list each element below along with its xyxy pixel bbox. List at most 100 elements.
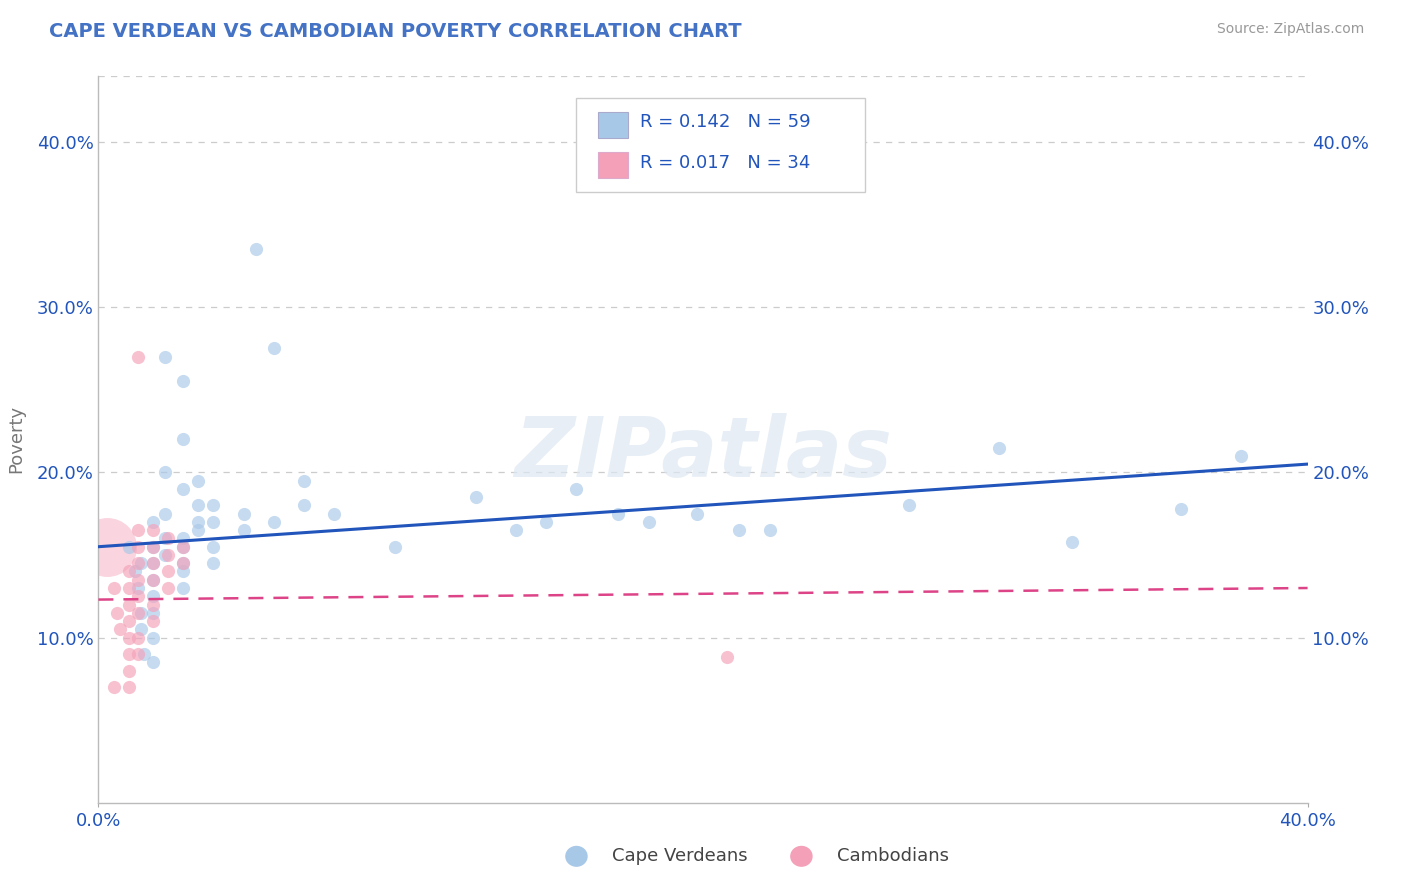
Point	[142, 556, 165, 570]
Point	[897, 499, 920, 513]
Point	[124, 565, 146, 579]
Point	[172, 540, 194, 554]
Point	[156, 581, 179, 595]
Point	[172, 482, 194, 496]
Point	[988, 441, 1011, 455]
Point	[142, 606, 165, 620]
Point	[384, 540, 406, 554]
Text: ZIPatlas: ZIPatlas	[515, 413, 891, 494]
Point	[127, 556, 149, 570]
Point	[187, 515, 209, 529]
Point	[202, 540, 225, 554]
Point	[129, 556, 152, 570]
Point	[232, 523, 254, 537]
Point	[728, 523, 751, 537]
Point	[142, 598, 165, 612]
Point	[187, 523, 209, 537]
Point	[118, 565, 141, 579]
Point	[118, 631, 141, 645]
Point	[153, 548, 176, 562]
Point	[142, 656, 165, 670]
Point	[118, 664, 141, 678]
Point	[172, 581, 194, 595]
Point	[202, 499, 225, 513]
Point	[127, 631, 149, 645]
Point	[127, 606, 149, 620]
Point	[127, 581, 149, 595]
Point	[142, 540, 165, 554]
Point	[118, 647, 141, 661]
Point	[118, 680, 141, 694]
Point	[172, 432, 194, 446]
Point	[232, 507, 254, 521]
Point	[172, 532, 194, 546]
Point	[245, 242, 267, 256]
Point	[127, 589, 149, 603]
Point	[263, 342, 285, 356]
Point	[129, 606, 152, 620]
Point	[118, 581, 141, 595]
Point	[534, 515, 557, 529]
Point	[172, 556, 194, 570]
Point	[565, 482, 588, 496]
Point	[142, 573, 165, 587]
Point	[172, 565, 194, 579]
Point	[1170, 501, 1192, 516]
Point	[118, 540, 141, 554]
Point	[103, 680, 125, 694]
Point	[156, 548, 179, 562]
Point	[607, 507, 630, 521]
Point	[103, 581, 125, 595]
Point	[127, 573, 149, 587]
Text: R = 0.017   N = 34: R = 0.017 N = 34	[640, 154, 810, 172]
Point	[142, 631, 165, 645]
Point	[142, 614, 165, 628]
Text: Source: ZipAtlas.com: Source: ZipAtlas.com	[1216, 22, 1364, 37]
Point	[202, 515, 225, 529]
Point	[142, 556, 165, 570]
Point	[1230, 449, 1253, 463]
Point	[142, 589, 165, 603]
Point	[127, 647, 149, 661]
Point	[153, 350, 176, 364]
Point	[105, 606, 128, 620]
Point	[142, 540, 165, 554]
Text: CAPE VERDEAN VS CAMBODIAN POVERTY CORRELATION CHART: CAPE VERDEAN VS CAMBODIAN POVERTY CORREL…	[49, 22, 742, 41]
Point	[292, 499, 315, 513]
Point	[96, 540, 118, 554]
Text: Cambodians: Cambodians	[837, 847, 949, 865]
Point	[263, 515, 285, 529]
Point	[716, 650, 738, 665]
Point	[118, 614, 141, 628]
Point	[758, 523, 780, 537]
Point	[127, 523, 149, 537]
Point	[187, 499, 209, 513]
Point	[505, 523, 527, 537]
Point	[172, 540, 194, 554]
Point	[118, 598, 141, 612]
Y-axis label: Poverty: Poverty	[7, 405, 25, 474]
Point	[142, 573, 165, 587]
Point	[129, 623, 152, 637]
Point	[132, 647, 155, 661]
Point	[323, 507, 346, 521]
Point	[172, 375, 194, 389]
Point	[1060, 534, 1083, 549]
Point	[202, 556, 225, 570]
Point	[187, 474, 209, 488]
Point	[127, 350, 149, 364]
Point	[156, 532, 179, 546]
Point	[153, 507, 176, 521]
Point	[292, 474, 315, 488]
Point	[108, 623, 131, 637]
Point	[153, 466, 176, 480]
Point	[465, 490, 488, 504]
Point	[142, 523, 165, 537]
Point	[172, 556, 194, 570]
Point	[142, 515, 165, 529]
Point	[637, 515, 659, 529]
Point	[127, 540, 149, 554]
Point	[686, 507, 709, 521]
Text: R = 0.142   N = 59: R = 0.142 N = 59	[640, 113, 810, 131]
Text: Cape Verdeans: Cape Verdeans	[612, 847, 747, 865]
